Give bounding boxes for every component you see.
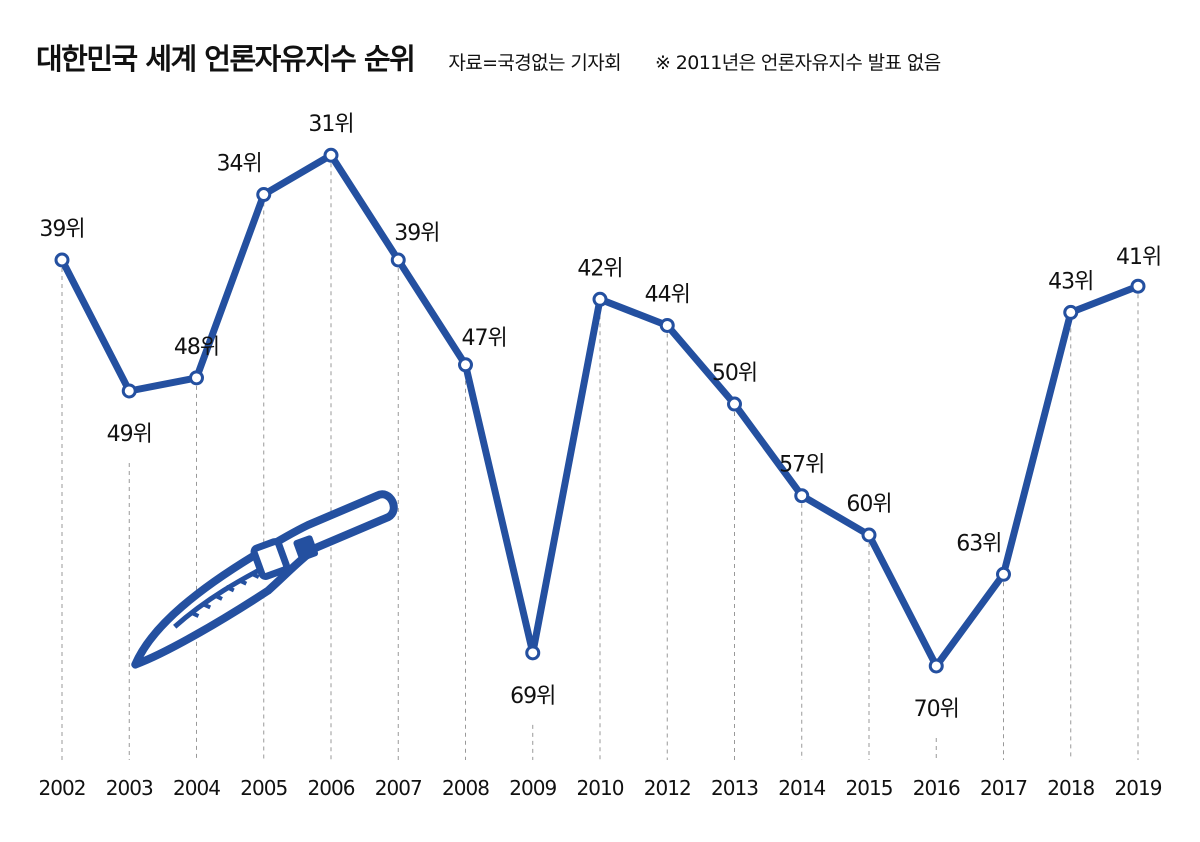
data-point-2015 — [861, 527, 877, 543]
data-label-2014: 57위 — [779, 453, 824, 478]
data-point-2008 — [458, 357, 473, 373]
x-tick-label-2008: 2008 — [442, 776, 489, 800]
footnote: ※ 2011년은 언론자유지수 발표 없음 — [655, 52, 941, 74]
data-points — [54, 147, 1146, 674]
x-tick-label-2018: 2018 — [1047, 776, 1094, 800]
x-tick-label-2014: 2014 — [778, 776, 825, 800]
x-tick-label-2009: 2009 — [509, 776, 556, 800]
data-point-2018 — [1063, 304, 1079, 320]
x-tick-label-2007: 2007 — [375, 776, 422, 800]
data-point-2019 — [1130, 278, 1146, 294]
x-tick-label-2017: 2017 — [980, 776, 1027, 800]
data-label-2012: 44위 — [645, 282, 690, 307]
data-point-2009 — [525, 645, 541, 661]
data-label-2003: 49위 — [107, 422, 152, 447]
x-tick-label-2006: 2006 — [308, 776, 355, 800]
chart-header: 대한민국 세계 언론자유지수 순위 자료=국경없는 기자회 ※ 2011년은 언… — [36, 36, 941, 78]
data-point-2006 — [323, 147, 339, 163]
data-point-2002 — [54, 252, 70, 268]
data-label-2017: 63위 — [956, 531, 1001, 556]
x-tick-label-2019: 2019 — [1115, 776, 1162, 800]
data-label-2005: 34위 — [217, 152, 262, 177]
x-tick-label-2015: 2015 — [846, 776, 893, 800]
x-tick-label-2002: 2002 — [39, 776, 86, 800]
data-point-2005 — [256, 187, 272, 203]
data-labels: 39위 49위 48위 34위 31위 39위 47위 69위 42위 44위 50위 57위 60위 7… — [39, 112, 1162, 722]
x-axis-labels: 2002 2003 2004 2005 2006 2007 2008 2009 2010 2012… — [39, 776, 1163, 800]
data-point-2007 — [390, 252, 406, 268]
chart-title: 대한민국 세계 언론자유지수 순위 — [36, 42, 416, 76]
x-tick-label-2016: 2016 — [913, 776, 960, 800]
x-tick-label-2013: 2013 — [711, 776, 758, 800]
data-label-2010: 42위 — [577, 256, 622, 281]
data-label-2015: 60위 — [846, 492, 891, 517]
data-point-2004 — [189, 370, 204, 386]
x-tick-label-2004: 2004 — [173, 776, 220, 800]
data-label-2007: 39위 — [394, 221, 439, 246]
data-point-2013 — [727, 396, 742, 412]
guide-lines — [61, 163, 1139, 760]
data-point-2016 — [928, 658, 944, 674]
data-point-2014 — [794, 488, 810, 504]
data-label-2006: 31위 — [308, 112, 353, 137]
data-point-2012 — [659, 317, 675, 333]
data-point-2010 — [592, 291, 608, 307]
data-label-2004: 48위 — [174, 335, 219, 360]
data-label-2009: 69위 — [510, 684, 555, 709]
data-label-2013: 50위 — [712, 361, 757, 386]
data-label-2002: 39위 — [39, 217, 84, 242]
data-label-2018: 43위 — [1048, 269, 1093, 294]
x-tick-label-2005: 2005 — [240, 776, 287, 800]
data-label-2019: 41위 — [1116, 245, 1161, 270]
data-label-2008: 47위 — [462, 326, 507, 351]
pen-nib-icon — [131, 490, 398, 669]
x-tick-label-2010: 2010 — [577, 776, 624, 800]
x-tick-label-2003: 2003 — [106, 776, 153, 800]
source-note: 자료=국경없는 기자회 — [448, 52, 621, 74]
x-tick-label-2012: 2012 — [644, 776, 691, 800]
data-point-2003 — [121, 383, 137, 399]
data-label-2016: 70위 — [914, 697, 959, 722]
data-point-2017 — [996, 566, 1011, 582]
